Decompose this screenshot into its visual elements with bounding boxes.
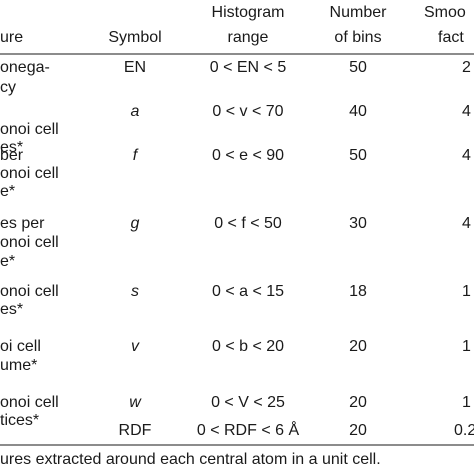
footnote: ures extracted around each central atom … <box>0 451 381 468</box>
feature: e* <box>0 253 15 270</box>
feature: onoi cell <box>0 283 59 300</box>
symbol: f <box>133 147 139 164</box>
feature: ber <box>0 147 24 164</box>
feature: onoi cell <box>0 234 59 251</box>
feature: es per <box>0 215 45 232</box>
header-cell: of bins <box>334 29 381 46</box>
feature: tices* <box>0 412 39 429</box>
symbol: v <box>131 338 140 355</box>
feature: cy <box>0 79 16 96</box>
range: 0 < V < 25 <box>211 394 285 411</box>
range: 0 < EN < 5 <box>210 59 287 76</box>
header-cell: Number <box>330 4 388 21</box>
bins: 50 <box>349 59 367 76</box>
header-cell: fact <box>438 29 464 46</box>
feature: ume* <box>0 357 37 374</box>
factor: 4 <box>462 103 471 120</box>
range: 0 < e < 90 <box>212 147 284 164</box>
factor: 2 <box>462 59 471 76</box>
symbol: g <box>131 215 140 232</box>
bins: 18 <box>349 283 367 300</box>
bins: 20 <box>349 338 367 355</box>
factor: 1 <box>462 394 471 411</box>
factor: 0.2 <box>454 422 474 439</box>
bins: 20 <box>349 394 367 411</box>
bins: 30 <box>349 215 367 232</box>
range: 0 < RDF < 6 Å <box>197 420 300 439</box>
feature: onoi cell <box>0 121 59 138</box>
symbol: RDF <box>119 422 152 439</box>
header-cell: Smoo <box>424 4 466 21</box>
symbol: s <box>131 283 139 300</box>
factor: 4 <box>462 215 471 232</box>
factor: 1 <box>462 283 471 300</box>
factor: 1 <box>462 338 471 355</box>
header-cell: range <box>228 29 269 46</box>
feature: es* <box>0 301 23 318</box>
feature: onoi cell <box>0 394 59 411</box>
range: 0 < b < 20 <box>212 338 284 355</box>
factor: 4 <box>462 147 471 164</box>
feature: oi cell <box>0 338 41 355</box>
bins: 20 <box>349 422 367 439</box>
symbol: EN <box>124 59 146 76</box>
range: 0 < f < 50 <box>214 215 282 232</box>
bins: 50 <box>349 147 367 164</box>
header-cell: Histogram <box>212 4 285 21</box>
symbol: w <box>129 394 142 411</box>
symbol: a <box>131 103 140 120</box>
header-cell: Symbol <box>108 29 161 46</box>
range: 0 < v < 70 <box>212 103 283 120</box>
bins: 40 <box>349 103 367 120</box>
header-cell: ure <box>0 29 23 46</box>
feature: onega- <box>0 59 50 76</box>
feature: onoi cell <box>0 165 59 182</box>
feature: e* <box>0 183 15 200</box>
range: 0 < a < 15 <box>212 283 284 300</box>
feature: es* <box>0 139 23 156</box>
